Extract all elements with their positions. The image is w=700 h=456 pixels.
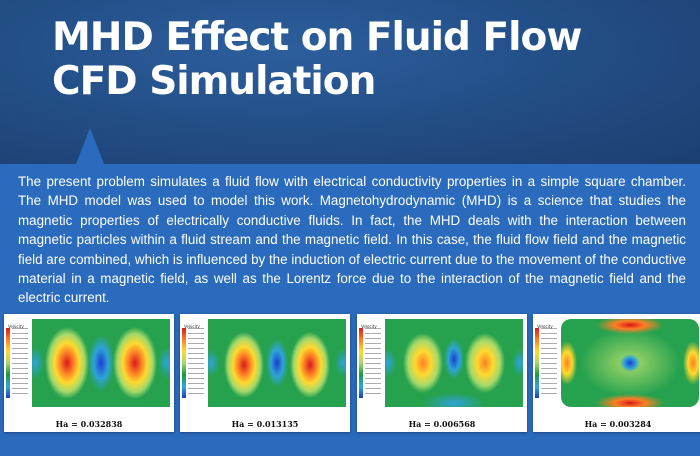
velocity-legend: Velocity (6, 322, 30, 406)
hartmann-number-label: Ha = 0.032838 (55, 419, 123, 429)
title-line-2: CFD Simulation (52, 59, 376, 104)
velocity-legend: Velocity (182, 322, 206, 406)
legend-tick-labels (541, 328, 557, 398)
hartmann-number-label: Ha = 0.003284 (584, 419, 652, 429)
contour-panel-1: Velocity Ha = 0.032838 (4, 314, 174, 432)
contour-panel-4: Velocity Ha = 0.003284 (533, 314, 700, 432)
contour-panel-3: Velocity Ha = 0.006568 (357, 314, 527, 432)
hartmann-number-label: Ha = 0.013135 (231, 419, 299, 429)
velocity-legend: Velocity (359, 322, 383, 406)
legend-tick-labels (365, 328, 381, 398)
color-scale-bar (182, 328, 186, 398)
callout-pointer (76, 128, 104, 164)
velocity-contour-plot (208, 319, 346, 407)
legend-title: Velocity (537, 324, 553, 329)
page-title: MHD Effect on Fluid Flow CFD Simulation (52, 15, 582, 104)
legend-title: Velocity (361, 324, 377, 329)
color-scale-bar (535, 328, 539, 398)
color-scale-bar (359, 328, 363, 398)
description-text: The present problem simulates a fluid fl… (18, 174, 686, 306)
legend-title: Velocity (8, 324, 24, 329)
legend-tick-labels (12, 328, 28, 398)
velocity-contour-plot (561, 319, 699, 407)
legend-tick-labels (188, 328, 204, 398)
velocity-contour-plot (32, 319, 170, 407)
header-banner: MHD Effect on Fluid Flow CFD Simulation (0, 0, 700, 165)
color-scale-bar (6, 328, 10, 398)
simulation-gallery: Velocity Ha = 0.032838 Velocity Ha = 0.0… (0, 314, 700, 456)
contour-panel-2: Velocity Ha = 0.013135 (180, 314, 350, 432)
velocity-contour-plot (385, 319, 523, 407)
hartmann-number-label: Ha = 0.006568 (408, 419, 476, 429)
velocity-legend: Velocity (535, 322, 559, 406)
legend-title: Velocity (184, 324, 200, 329)
title-line-1: MHD Effect on Fluid Flow (52, 15, 582, 60)
